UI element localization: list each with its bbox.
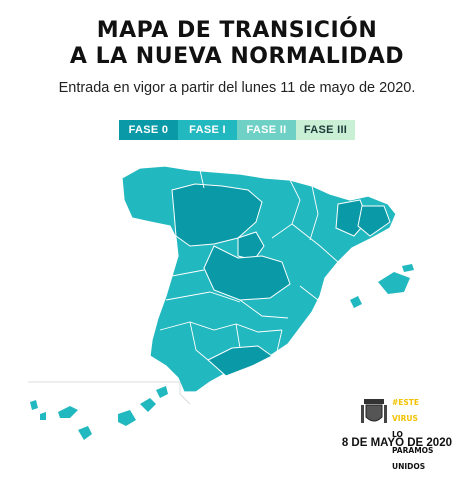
government-branding: #ESTE VIRUS LO PARAMOS UNIDOS: [360, 397, 452, 471]
legend-fase-2: FASE II: [237, 120, 296, 140]
fase-0-regions: [171, 183, 391, 377]
legend-fase-0: FASE 0: [119, 120, 178, 140]
slogan-unidos: UNIDOS: [392, 462, 426, 471]
spain-coat-of-arms-icon: [361, 399, 387, 423]
slogan-paramos: PARAMOS: [392, 446, 434, 455]
malaga-granada-region: [207, 345, 273, 377]
barcelona-region: [357, 205, 391, 237]
publication-date: 8 DE MAYO DE 2020: [341, 437, 452, 449]
canary-islands: [30, 386, 168, 440]
canary-inset-frame: [28, 381, 191, 405]
slogan-hashtag: #ESTE: [392, 398, 420, 407]
page-title: MAPA DE TRANSICIÓN A LA NUEVA NORMALIDAD: [0, 18, 474, 70]
subtitle: Entrada en vigor a partir del lunes 11 d…: [58, 80, 416, 96]
castilla-y-leon-region: [171, 183, 263, 247]
spain-phase-map: [28, 165, 414, 440]
title-line-1: MAPA DE TRANSICIÓN: [96, 18, 378, 43]
phase-legend: FASE 0 FASE I FASE II FASE III: [119, 120, 355, 140]
title-line-2: A LA NUEVA NORMALIDAD: [69, 44, 405, 69]
province-borders: [149, 169, 339, 361]
slogan-virus: VIRUS: [392, 414, 418, 423]
legend-fase-1: FASE I: [178, 120, 237, 140]
madrid-region: [237, 231, 265, 261]
balearic-islands: [350, 264, 414, 308]
campaign-slogan: #ESTE VIRUS LO PARAMOS UNIDOS: [392, 391, 433, 479]
slogan-lo: LO: [392, 430, 403, 439]
legend-fase-3: FASE III: [296, 120, 355, 140]
castilla-la-mancha-region: [203, 245, 291, 301]
